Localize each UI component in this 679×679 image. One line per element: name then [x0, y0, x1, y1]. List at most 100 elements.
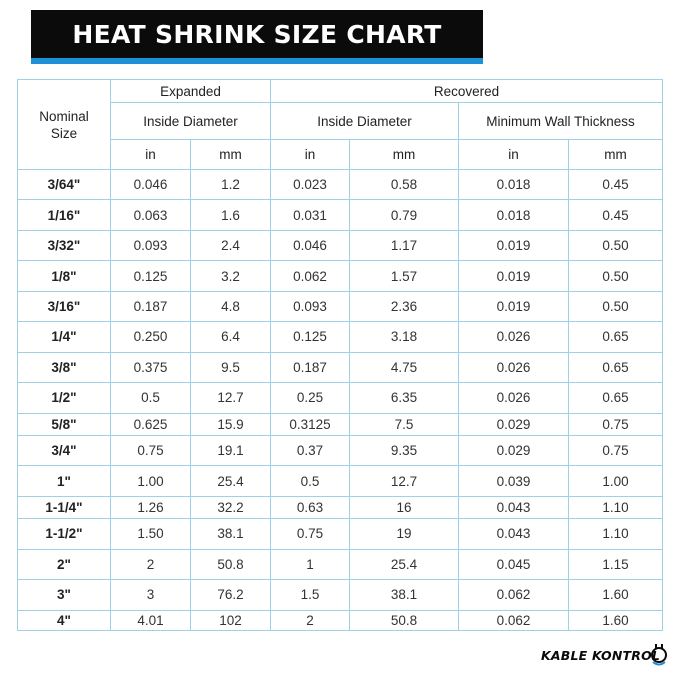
cell-wall-in: 0.062 [458, 609, 569, 632]
cell-wall-in: 0.026 [458, 382, 569, 414]
cell-expanded-in: 0.093 [110, 229, 191, 262]
cell-expanded-in: 2 [110, 548, 191, 581]
cell-wall-mm: 1.10 [567, 495, 664, 520]
header-expanded-in: in [110, 139, 191, 170]
cell-nominal-size: 1/2" [17, 382, 111, 414]
cell-wall-in: 0.039 [458, 465, 569, 497]
cell-expanded-in: 1.50 [110, 518, 191, 550]
cell-nominal-size: 1" [17, 465, 111, 497]
cell-expanded-in: 0.5 [110, 382, 191, 414]
cell-wall-mm: 1.15 [567, 548, 664, 581]
cell-expanded-mm: 4.8 [190, 290, 271, 323]
cell-recovered-mm: 16 [349, 495, 459, 520]
cell-wall-mm: 1.10 [567, 518, 664, 550]
cell-wall-mm: 0.75 [567, 434, 664, 467]
table-row: 4" 4.01 102 2 50.8 0.062 1.60 [17, 609, 664, 632]
cell-wall-mm: 0.65 [567, 321, 664, 353]
cell-recovered-mm: 2.36 [349, 290, 459, 323]
cell-expanded-mm: 50.8 [190, 548, 271, 581]
cell-recovered-in: 0.25 [270, 382, 350, 414]
cell-recovered-in: 0.187 [270, 351, 350, 384]
cell-expanded-mm: 25.4 [190, 465, 271, 497]
size-chart-table: Nominal Size Expanded Recovered Inside D… [17, 79, 664, 632]
cell-recovered-in: 0.63 [270, 495, 350, 520]
cell-wall-in: 0.019 [458, 229, 569, 262]
table-row: 1" 1.00 25.4 0.5 12.7 0.039 1.00 [17, 465, 664, 497]
cell-recovered-mm: 3.18 [349, 321, 459, 353]
cell-recovered-in: 0.031 [270, 199, 350, 231]
chart-title-banner: HEAT SHRINK SIZE CHART [31, 10, 483, 64]
header-nominal-size-label: Nominal Size [39, 108, 89, 141]
cell-recovered-in: 0.023 [270, 168, 350, 201]
cell-expanded-in: 0.063 [110, 199, 191, 231]
cell-recovered-mm: 9.35 [349, 434, 459, 467]
cell-recovered-in: 0.093 [270, 290, 350, 323]
cell-nominal-size: 2" [17, 548, 111, 581]
cell-wall-in: 0.062 [458, 579, 569, 611]
cell-wall-in: 0.026 [458, 351, 569, 384]
cell-wall-mm: 0.65 [567, 382, 664, 414]
cell-expanded-mm: 32.2 [190, 495, 271, 520]
cell-recovered-mm: 12.7 [349, 465, 459, 497]
table-row: 1-1/2" 1.50 38.1 0.75 19 0.043 1.10 [17, 518, 664, 550]
cell-nominal-size: 1-1/4" [17, 495, 111, 520]
cell-expanded-mm: 1.6 [190, 199, 271, 231]
cell-wall-in: 0.043 [458, 518, 569, 550]
cell-expanded-mm: 1.2 [190, 168, 271, 201]
table-row: 1/16" 0.063 1.6 0.031 0.79 0.018 0.45 [17, 199, 664, 231]
cell-recovered-in: 0.5 [270, 465, 350, 497]
cell-nominal-size: 1/16" [17, 199, 111, 231]
table-row: 3" 3 76.2 1.5 38.1 0.062 1.60 [17, 579, 664, 611]
cell-expanded-mm: 12.7 [190, 382, 271, 414]
cell-wall-in: 0.019 [458, 260, 569, 292]
cell-wall-mm: 0.50 [567, 290, 664, 323]
cell-nominal-size: 3/8" [17, 351, 111, 384]
cell-recovered-mm: 25.4 [349, 548, 459, 581]
cell-recovered-mm: 50.8 [349, 609, 459, 632]
cell-expanded-in: 1.00 [110, 465, 191, 497]
cell-expanded-in: 0.187 [110, 290, 191, 323]
cell-expanded-in: 0.046 [110, 168, 191, 201]
cell-nominal-size: 3/16" [17, 290, 111, 323]
cell-recovered-in: 0.37 [270, 434, 350, 467]
header-min-wall-thickness: Minimum Wall Thickness [457, 102, 664, 140]
cell-expanded-in: 0.250 [110, 321, 191, 353]
cell-wall-mm: 1.60 [567, 609, 664, 632]
cell-recovered-mm: 38.1 [349, 579, 459, 611]
brand-logo-text: KABLE KONTROL [541, 647, 661, 663]
cell-recovered-in: 2 [270, 609, 350, 632]
cell-wall-in: 0.029 [458, 434, 569, 467]
cell-expanded-in: 1.26 [110, 495, 191, 520]
header-recovered-in: in [270, 139, 350, 170]
cell-recovered-in: 0.3125 [270, 412, 350, 436]
header-expanded: Expanded [110, 79, 271, 103]
cell-wall-mm: 0.75 [567, 412, 664, 436]
cell-nominal-size: 3/32" [17, 229, 111, 262]
cell-recovered-in: 1.5 [270, 579, 350, 611]
cell-expanded-in: 0.125 [110, 260, 191, 292]
header-expanded-inside-diameter: Inside Diameter [110, 102, 271, 140]
table-row: 2" 2 50.8 1 25.4 0.045 1.15 [17, 548, 664, 581]
cell-recovered-mm: 7.5 [349, 412, 459, 436]
table-row: 3/32" 0.093 2.4 0.046 1.17 0.019 0.50 [17, 229, 664, 262]
table-row: 3/16" 0.187 4.8 0.093 2.36 0.019 0.50 [17, 290, 664, 323]
cell-expanded-mm: 38.1 [190, 518, 271, 550]
cell-nominal-size: 1-1/2" [17, 518, 111, 550]
cell-recovered-mm: 1.57 [349, 260, 459, 292]
cell-recovered-in: 1 [270, 548, 350, 581]
header-expanded-mm: mm [190, 139, 271, 170]
cell-recovered-in: 0.125 [270, 321, 350, 353]
cell-wall-mm: 0.50 [567, 229, 664, 262]
cell-wall-in: 0.019 [458, 290, 569, 323]
cell-expanded-mm: 15.9 [190, 412, 271, 436]
table-body: 3/64" 0.046 1.2 0.023 0.58 0.018 0.45 1/16" 0.06… [17, 168, 664, 632]
cell-expanded-mm: 102 [190, 609, 271, 632]
cell-expanded-in: 0.75 [110, 434, 191, 467]
cell-expanded-in: 4.01 [110, 609, 191, 632]
table-row: 1/2" 0.5 12.7 0.25 6.35 0.026 0.65 [17, 382, 664, 414]
cell-expanded-mm: 9.5 [190, 351, 271, 384]
cell-nominal-size: 3/64" [17, 168, 111, 201]
cell-wall-in: 0.018 [458, 199, 569, 231]
cell-recovered-mm: 6.35 [349, 382, 459, 414]
cell-nominal-size: 3" [17, 579, 111, 611]
